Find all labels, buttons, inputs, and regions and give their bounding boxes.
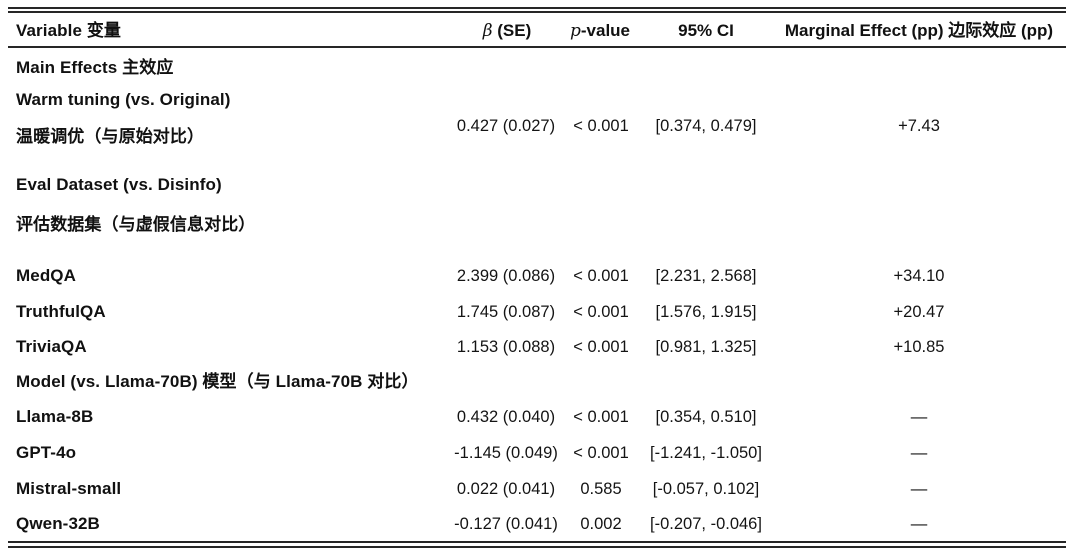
variable-label-en: Warm tuning (vs. Original) <box>16 90 231 109</box>
section-row-eval-dataset-en: Eval Dataset (vs. Disinfo) <box>0 168 1080 202</box>
variable-label: TriviaQA <box>16 337 87 356</box>
p-value: 0.002 <box>580 515 622 533</box>
variable-label-zh: 温暖调优（与原始对比） <box>16 127 205 146</box>
p-symbol: p <box>569 21 581 41</box>
ci-value: [1.576, 1.915] <box>655 303 757 321</box>
row-medqa: MedQA 2.399 (0.086) < 0.001 [2.231, 2.56… <box>0 259 1080 293</box>
p-value: < 0.001 <box>573 303 629 321</box>
variable-label: Mistral-small <box>16 479 122 498</box>
beta-se-value: 1.745 (0.087) <box>456 303 556 321</box>
row-gpt-4o: GPT-4o -1.145 (0.049) < 0.001 [-1.241, -… <box>0 436 1080 470</box>
beta-se-suffix: (SE) <box>492 21 532 40</box>
table-header-row: Variable 变量 β (SE) p-value 95% CI Margin… <box>0 14 1080 48</box>
row-warm-tuning-zh: 温暖调优（与原始对比） <box>0 120 1080 154</box>
section-row-main-effects: Main Effects 主效应 <box>0 51 1080 85</box>
variable-label: Qwen-32B <box>16 514 100 533</box>
variable-label: GPT-4o <box>16 443 77 462</box>
variable-label: TruthfulQA <box>16 302 106 321</box>
beta-se-value: 0.427 (0.027) <box>456 117 556 135</box>
beta-se-value: 0.022 (0.041) <box>456 480 556 498</box>
header-rule <box>8 46 1066 48</box>
section-label: Model (vs. Llama-70B) 模型（与 Llama-70B 对比） <box>16 372 419 391</box>
row-warm-tuning-en: Warm tuning (vs. Original) <box>0 83 1080 117</box>
marginal-effect-value: — <box>910 408 928 426</box>
marginal-effect-value: +10.85 <box>893 338 945 356</box>
marginal-effect-value: +7.43 <box>898 117 940 135</box>
p-value: < 0.001 <box>573 408 629 426</box>
marginal-effect-value: +34.10 <box>893 267 945 285</box>
bottom-rule-outer <box>8 546 1066 548</box>
top-rule-inner <box>8 11 1066 13</box>
beta-se-value: 2.399 (0.086) <box>456 267 556 285</box>
row-mistral-small: Mistral-small 0.022 (0.041) 0.585 [-0.05… <box>0 472 1080 506</box>
ci-value: [-0.207, -0.046] <box>650 515 762 533</box>
p-value: < 0.001 <box>573 267 629 285</box>
section-label-en: Eval Dataset (vs. Disinfo) <box>16 175 222 194</box>
beta-se-value: -1.145 (0.049) <box>454 444 558 462</box>
marginal-effect-value: — <box>910 515 928 533</box>
column-header-beta-se: β (SE) <box>483 14 532 48</box>
p-value: < 0.001 <box>573 117 629 135</box>
bottom-rule-inner <box>8 541 1066 543</box>
column-header-variable: Variable 变量 <box>16 21 122 40</box>
ci-value: [0.354, 0.510] <box>655 408 757 426</box>
beta-se-value: 1.153 (0.088) <box>456 338 556 356</box>
row-truthfulqa: TruthfulQA 1.745 (0.087) < 0.001 [1.576,… <box>0 295 1080 329</box>
beta-se-value: 0.432 (0.040) <box>456 408 556 426</box>
ci-value: [0.981, 1.325] <box>655 338 757 356</box>
p-value: 0.585 <box>580 480 622 498</box>
ci-value: [2.231, 2.568] <box>655 267 757 285</box>
section-label-zh: 评估数据集（与虚假信息对比） <box>16 215 256 234</box>
column-header-ci: 95% CI <box>678 21 734 40</box>
row-warm-tuning-values: 0.427 (0.027) < 0.001 [0.374, 0.479] +7.… <box>0 109 1080 143</box>
variable-label: MedQA <box>16 266 76 285</box>
section-label: Main Effects 主效应 <box>16 58 174 77</box>
column-header-p-value: p-value <box>570 14 630 48</box>
variable-label: Llama-8B <box>16 407 94 426</box>
ci-value: [0.374, 0.479] <box>655 117 757 135</box>
beta-se-value: -0.127 (0.041) <box>454 515 558 533</box>
p-value: < 0.001 <box>573 444 629 462</box>
ci-value: [-0.057, 0.102] <box>652 480 760 498</box>
section-row-eval-dataset-zh: 评估数据集（与虚假信息对比） <box>0 208 1080 242</box>
row-triviaqa: TriviaQA 1.153 (0.088) < 0.001 [0.981, 1… <box>0 330 1080 364</box>
marginal-effect-value: — <box>910 480 928 498</box>
marginal-effect-value: +20.47 <box>893 303 945 321</box>
column-header-marginal-effect: Marginal Effect (pp) 边际效应 (pp) <box>784 21 1054 40</box>
row-llama-8b: Llama-8B 0.432 (0.040) < 0.001 [0.354, 0… <box>0 400 1080 434</box>
ci-value: [-1.241, -1.050] <box>650 444 762 462</box>
p-value: < 0.001 <box>573 338 629 356</box>
p-value-suffix: -value <box>580 21 631 40</box>
section-row-model: Model (vs. Llama-70B) 模型（与 Llama-70B 对比） <box>0 365 1080 399</box>
beta-symbol: β <box>482 21 493 41</box>
top-rule-outer <box>8 7 1066 9</box>
row-qwen-32b: Qwen-32B -0.127 (0.041) 0.002 [-0.207, -… <box>0 507 1080 541</box>
marginal-effect-value: — <box>910 444 928 462</box>
